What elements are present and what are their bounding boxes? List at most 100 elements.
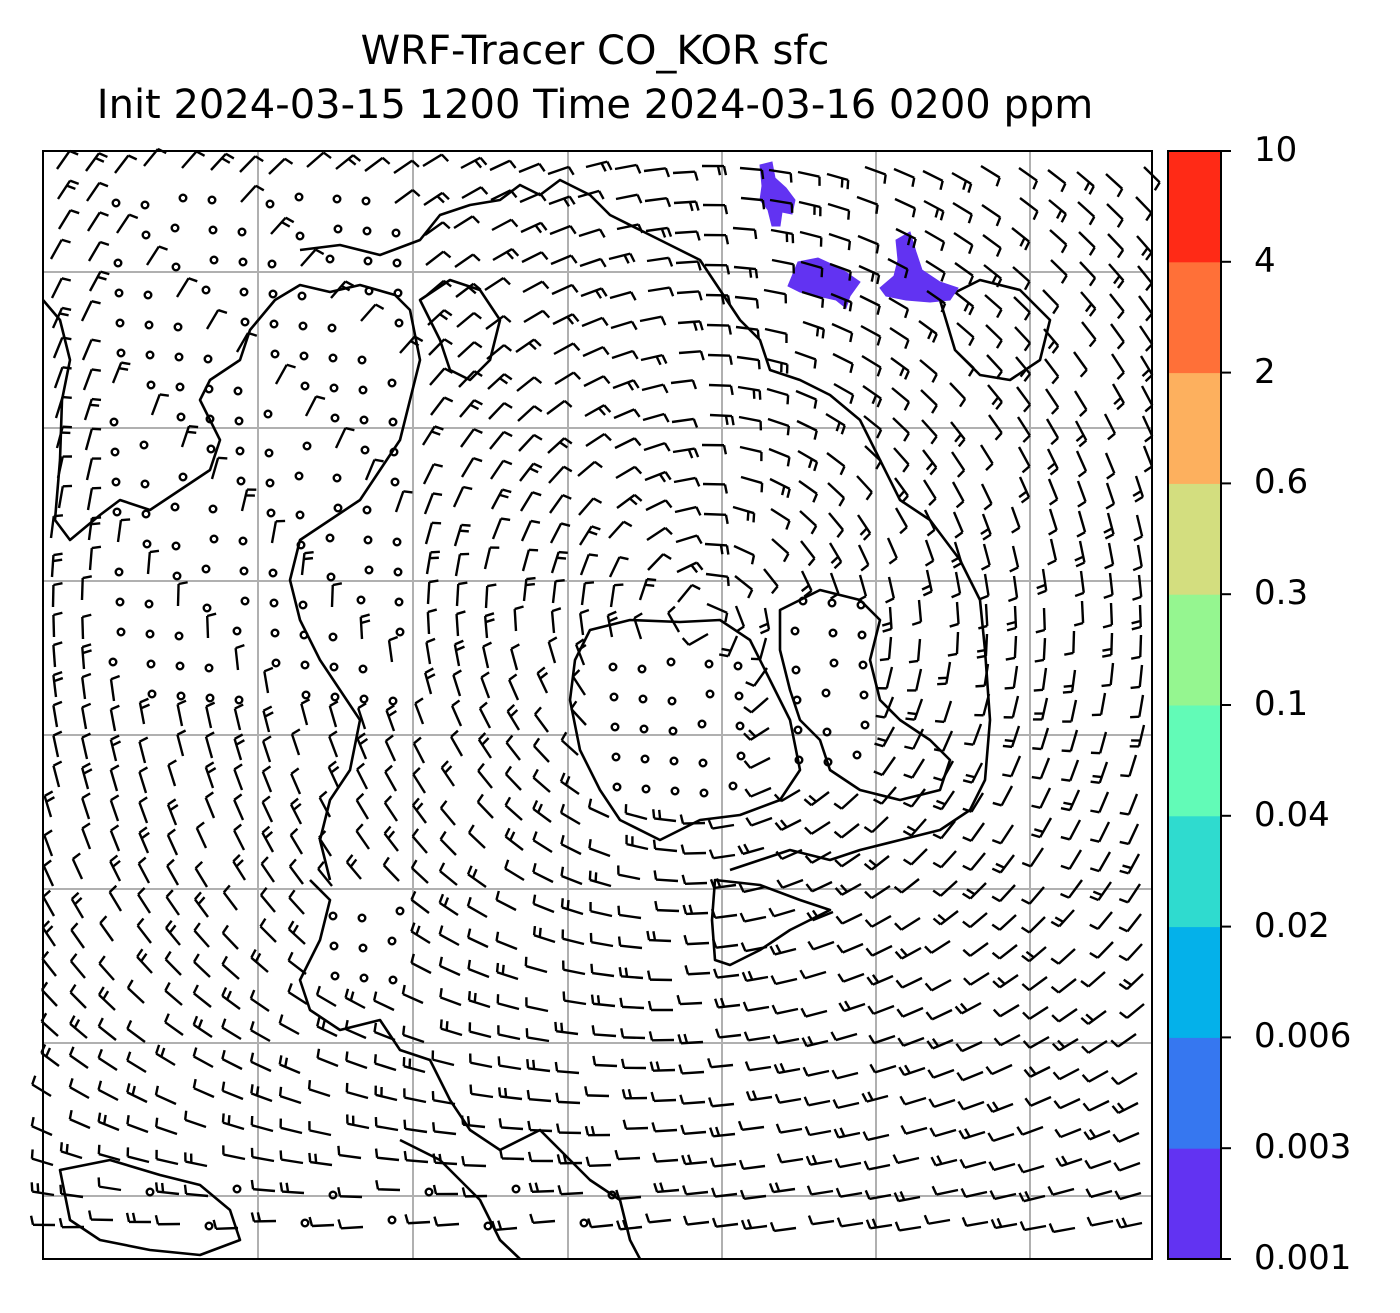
- wind-barb: [372, 991, 395, 1012]
- coastline-southwest-island: [58, 1158, 242, 1257]
- calm-wind-marker: [298, 321, 308, 331]
- calm-wind-marker: [204, 663, 214, 673]
- wind-barb: [585, 432, 612, 448]
- wind-barb: [114, 154, 138, 174]
- calm-wind-marker: [111, 198, 121, 208]
- wind-barb: [522, 280, 550, 294]
- wind-barb: [532, 862, 554, 884]
- wind-barb: [176, 729, 187, 757]
- wind-barb: [527, 1151, 554, 1163]
- wind-barb: [828, 542, 843, 570]
- calm-wind-marker: [332, 473, 342, 483]
- wind-barb: [591, 1025, 617, 1038]
- calm-wind-marker: [109, 417, 119, 427]
- wind-barb: [1024, 1095, 1052, 1107]
- calm-wind-marker: [670, 786, 680, 796]
- wind-barb: [250, 948, 269, 973]
- wind-barb: [799, 510, 818, 535]
- wind-barb: [1074, 570, 1085, 598]
- wind-barb: [518, 162, 546, 174]
- wind-barb: [559, 803, 581, 826]
- wind-barb: [356, 732, 369, 760]
- wind-barb: [708, 383, 734, 396]
- calm-wind-marker: [209, 534, 219, 544]
- wind-barb: [1019, 197, 1039, 221]
- wind-barb: [673, 476, 701, 487]
- wind-barb: [1048, 508, 1058, 536]
- calm-wind-marker: [388, 975, 398, 985]
- wind-barb: [649, 1061, 676, 1072]
- wind-barb: [491, 517, 511, 540]
- wind-barb: [587, 798, 610, 819]
- wind-barb: [263, 666, 274, 694]
- calm-wind-marker: [821, 688, 831, 698]
- wind-barb: [1047, 478, 1059, 506]
- wind-barb: [831, 1069, 859, 1080]
- calm-wind-marker: [178, 472, 188, 482]
- wind-barb: [401, 1025, 425, 1044]
- wind-barb: [735, 325, 760, 339]
- wind-barb: [344, 988, 366, 1010]
- wind-barb: [438, 925, 460, 947]
- wind-barb: [879, 636, 893, 662]
- wind-barb: [771, 538, 790, 563]
- wind-barb: [579, 553, 599, 576]
- wind-barb: [763, 288, 788, 304]
- wind-barb: [488, 402, 513, 420]
- wind-barb: [1104, 452, 1116, 480]
- calm-wind-marker: [330, 971, 340, 981]
- calm-wind-marker: [302, 441, 312, 451]
- wind-barb: [647, 286, 675, 297]
- wind-barb: [374, 1148, 400, 1162]
- wind-barb: [355, 792, 370, 820]
- wind-barb: [234, 644, 245, 671]
- wind-barb: [88, 1210, 114, 1222]
- calm-wind-marker: [793, 725, 803, 735]
- calm-wind-marker: [387, 1215, 397, 1225]
- wind-barb: [900, 1124, 928, 1135]
- wind-barb: [1080, 1010, 1107, 1025]
- wind-barb: [519, 491, 542, 512]
- wind-barb: [923, 1214, 951, 1225]
- wind-barb: [337, 1145, 362, 1160]
- wind-barb: [705, 293, 732, 305]
- wind-barb: [864, 445, 882, 470]
- calm-wind-marker: [394, 318, 404, 328]
- wind-barb: [490, 189, 518, 202]
- wind-barb: [676, 994, 703, 1006]
- wind-barb: [136, 917, 152, 944]
- calm-wind-marker: [325, 533, 335, 543]
- wind-barb: [109, 704, 120, 732]
- wind-barb: [1033, 667, 1048, 692]
- wind-barb: [769, 944, 797, 956]
- wind-barb: [711, 1217, 739, 1228]
- calm-wind-marker: [171, 262, 181, 272]
- calm-wind-marker: [114, 288, 124, 298]
- wind-barb: [561, 929, 585, 946]
- wind-barb: [80, 300, 101, 322]
- wind-barb: [116, 213, 139, 234]
- colorbar-segment-6: [1168, 483, 1221, 595]
- wind-barb: [979, 444, 994, 471]
- wind-barb: [578, 228, 606, 238]
- wind-barb: [288, 858, 304, 885]
- calm-wind-marker: [176, 691, 186, 701]
- colorbar-segment-1: [1168, 1037, 1221, 1149]
- wind-barb: [802, 320, 825, 339]
- coastline-north-shore: [299, 178, 992, 872]
- wind-barb: [308, 1152, 333, 1167]
- wind-barb: [897, 1036, 925, 1047]
- calm-wind-marker: [363, 535, 373, 545]
- wind-barb: [707, 819, 735, 830]
- wind-barb: [676, 290, 703, 301]
- wind-barb: [532, 737, 550, 763]
- calm-wind-marker: [115, 318, 125, 328]
- wind-barb: [532, 800, 552, 823]
- calm-wind-marker: [201, 564, 211, 574]
- wind-barb: [523, 309, 551, 324]
- wind-barb: [83, 397, 102, 421]
- wind-barb: [59, 1142, 83, 1160]
- wind-barb: [1119, 853, 1141, 875]
- colorbar-tick-label: 0.3: [1254, 573, 1309, 614]
- wind-barb: [654, 900, 680, 913]
